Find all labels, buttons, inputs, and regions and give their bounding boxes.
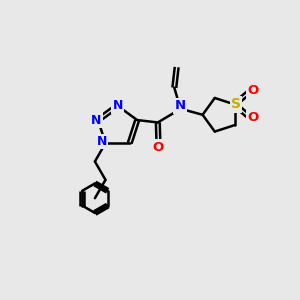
Text: O: O [153,141,164,154]
Text: O: O [248,111,259,124]
Text: N: N [97,135,107,148]
Text: N: N [175,99,186,112]
Text: N: N [112,99,123,112]
Text: N: N [91,114,102,127]
Text: S: S [231,98,241,111]
Text: O: O [248,84,259,97]
